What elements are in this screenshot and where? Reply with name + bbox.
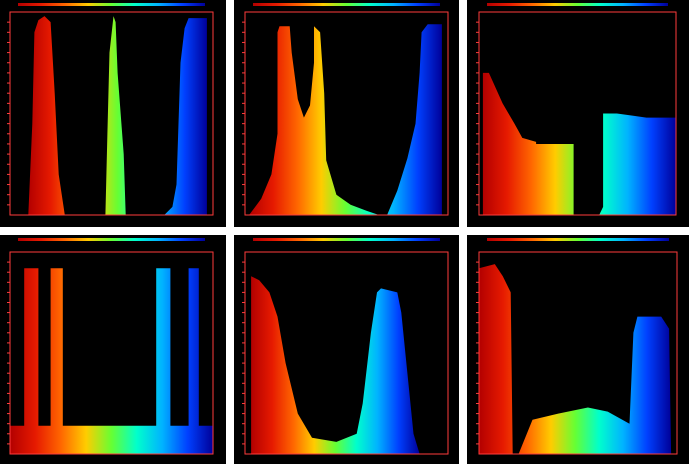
histogram-svg — [476, 238, 678, 455]
histogram-svg — [242, 3, 449, 216]
spectrum-bar — [253, 3, 440, 6]
histogram-fill — [479, 264, 672, 454]
histogram-svg — [7, 3, 214, 216]
histogram-fill — [482, 72, 676, 216]
histogram-panel-4 — [0, 235, 226, 464]
spectrum-bar — [18, 238, 205, 241]
histogram-svg — [7, 238, 214, 455]
histogram-fill — [249, 24, 442, 216]
histogram-fill — [10, 268, 213, 454]
histogram-panel-6 — [467, 235, 689, 464]
histogram-svg — [242, 238, 449, 455]
spectrum-bar — [487, 238, 669, 241]
histogram-panel-1 — [0, 0, 226, 227]
histogram-fill — [251, 276, 420, 454]
histogram-panel-2 — [234, 0, 459, 227]
plot-frame — [9, 251, 214, 455]
histogram-fill — [28, 16, 207, 215]
histogram-svg — [476, 3, 677, 216]
spectrum-bar — [487, 3, 668, 6]
histogram-panel-5 — [234, 235, 459, 464]
spectrum-bar — [253, 238, 440, 241]
histogram-panel-3 — [467, 0, 689, 227]
spectrum-bar — [18, 3, 205, 6]
